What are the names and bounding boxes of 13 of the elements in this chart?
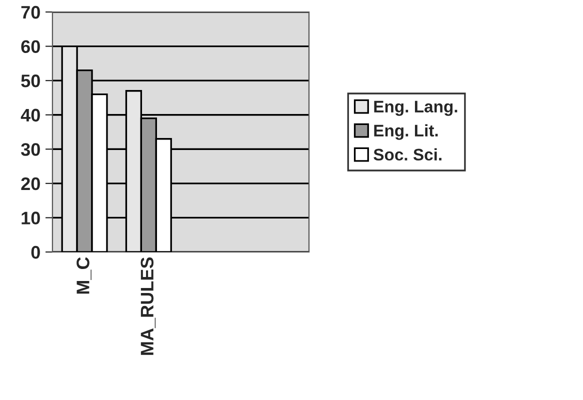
y-tick-label: 30 — [21, 143, 40, 156]
y-tick-label: 70 — [21, 6, 40, 19]
y-tick-label: 20 — [21, 177, 40, 190]
y-tick-label: 60 — [21, 40, 40, 54]
y-tick-label: 10 — [22, 212, 40, 224]
y-tick-label: 40 — [20, 108, 40, 122]
legend-label: Soc. Sci. — [374, 148, 442, 161]
x-tick-label: MA_RULES — [140, 257, 156, 355]
y-tick-label: 50 — [21, 74, 40, 88]
y-tick-label: 0 — [31, 246, 40, 259]
legend-label: Eng. Lang. — [374, 100, 458, 116]
x-tick-label: M_C — [76, 257, 92, 294]
legend-label: Eng. Lit. — [374, 124, 438, 140]
